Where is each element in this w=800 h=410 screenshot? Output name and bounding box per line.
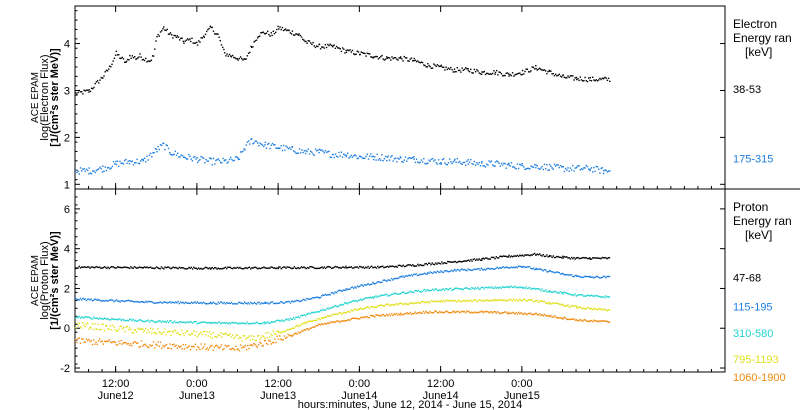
- electron-ylabel-line: ACE EPAM: [30, 72, 41, 123]
- electron-ytick-label: 4: [64, 39, 70, 51]
- x-axis-label: hours:minutes, June 12, 2014 - June 15, …: [298, 399, 522, 410]
- proton-legend-entry: 795-1193: [733, 354, 779, 366]
- proton-series-47-68: [75, 252, 611, 270]
- proton-ytick-label: 2: [64, 283, 70, 295]
- xtick-date-label: June13: [179, 390, 215, 402]
- proton-ytick-label: -2: [60, 363, 70, 375]
- electron-ylabel-line: [1/(cm²s ster MeV)]: [49, 48, 61, 147]
- proton-legend-entry: 310-580: [733, 328, 773, 340]
- electron-series-38-53: [75, 25, 611, 95]
- xtick-time-label: 12:00: [102, 378, 130, 390]
- xtick-date-label: June13: [260, 390, 296, 402]
- electron-legend-title: Energy ran: [733, 31, 792, 45]
- xtick-date-label: June15: [504, 390, 540, 402]
- proton-series-115-195: [75, 265, 611, 305]
- electron-series-175-315: [75, 138, 611, 175]
- proton-ytick-label: 0: [64, 323, 70, 335]
- electron-ylabel-line: log(Electron Flux): [39, 54, 51, 140]
- xtick-time-label: 0:00: [511, 378, 532, 390]
- proton-ylabel-line: ACE EPAM: [30, 255, 41, 306]
- xtick-time-label: 0:00: [349, 378, 370, 390]
- proton-legend-title: Proton: [733, 200, 768, 214]
- proton-legend-title: Energy ran: [733, 214, 792, 228]
- proton-ylabel-line: log(Proton Flux): [39, 241, 51, 319]
- electron-legend-title: [keV]: [745, 45, 772, 59]
- proton-series-1060-1900: [75, 310, 611, 352]
- proton-legend-title: [keV]: [745, 228, 772, 242]
- electron-ytick-label: 2: [64, 132, 70, 144]
- proton-series-795-1193: [75, 298, 611, 342]
- xtick-date-label: June14: [341, 390, 377, 402]
- electron-ytick-label: 3: [64, 85, 70, 97]
- proton-ylabel-line: [1/(cm²s ster MeV)]: [49, 231, 61, 330]
- electron-ytick-label: 1: [64, 179, 70, 191]
- proton-ytick-label: 4: [64, 244, 70, 256]
- proton-series-310-580: [75, 285, 611, 325]
- xtick-time-label: 12:00: [427, 378, 455, 390]
- xtick-time-label: 12:00: [264, 378, 292, 390]
- electron-legend-entry: 175-315: [733, 154, 773, 166]
- xtick-time-label: 0:00: [186, 378, 207, 390]
- electron-legend-entry: 38-53: [733, 84, 761, 96]
- electron-legend-title: Electron: [733, 17, 777, 31]
- proton-legend-entry: 1060-1900: [733, 372, 786, 384]
- proton-legend-entry: 115-195: [733, 301, 773, 313]
- xtick-date-label: June14: [423, 390, 459, 402]
- proton-ytick-label: 6: [64, 204, 70, 216]
- proton-legend-entry: 47-68: [733, 273, 761, 285]
- xtick-date-label: June12: [98, 390, 134, 402]
